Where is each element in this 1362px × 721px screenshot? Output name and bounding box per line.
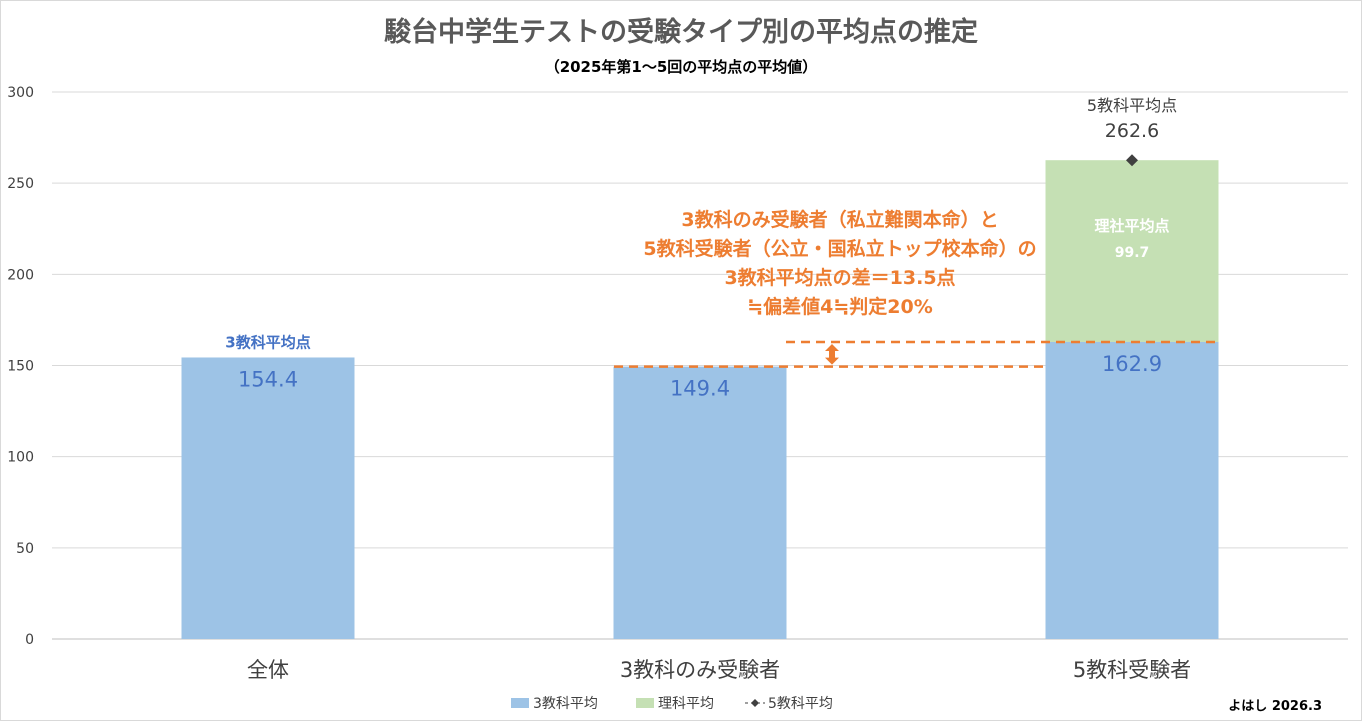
data-label: 99.7 — [1115, 245, 1150, 261]
y-tick-label: 250 — [7, 176, 34, 192]
legend-swatch — [636, 698, 654, 708]
y-tick-label: 100 — [7, 450, 34, 466]
x-tick-label: 全体 — [247, 658, 289, 682]
bar-label: 理社平均点 — [1094, 217, 1169, 235]
annotation-line: 3教科平均点の差＝13.5点 — [724, 267, 956, 289]
x-tick-label: 5教科受験者 — [1073, 658, 1191, 682]
y-tick-label: 150 — [7, 359, 34, 375]
legend-label: 5教科平均 — [768, 696, 833, 712]
y-tick-label: 300 — [7, 85, 34, 101]
y-tick-label: 50 — [16, 541, 34, 557]
bar-3kyoka — [613, 366, 787, 639]
x-tick-label: 3教科のみ受験者 — [620, 658, 780, 682]
annotation-line: ≒偏差値4≒判定20% — [747, 296, 933, 318]
legend-label: 理科平均 — [658, 696, 714, 712]
y-tick-label: 200 — [7, 267, 34, 283]
legend-swatch — [511, 698, 529, 708]
diff-arrow — [825, 343, 839, 365]
data-label: 149.4 — [670, 377, 730, 401]
data-label: 162.9 — [1102, 352, 1162, 376]
total-label: 5教科平均点 — [1087, 96, 1177, 115]
data-label: 262.6 — [1105, 120, 1159, 142]
total-marker — [1126, 154, 1138, 167]
chart-title: 駿台中学生テストの受験タイプ別の平均点の推定 — [384, 17, 978, 48]
bar-label: 3教科平均点 — [225, 333, 310, 351]
bar-3kyoka — [181, 357, 355, 639]
bar-3kyoka — [1045, 341, 1219, 639]
annotation-line: 3教科のみ受験者（私立難関本命）と — [681, 209, 999, 231]
legend-swatch — [751, 699, 759, 707]
chart-subtitle: （2025年第1～5回の平均点の平均値） — [544, 58, 818, 76]
y-tick-label: 0 — [25, 632, 34, 648]
annotation-line: 5教科受験者（公立・国私立トップ校本命）の — [643, 238, 1037, 260]
data-label: 154.4 — [238, 367, 298, 391]
legend-label: 3教科平均 — [533, 696, 598, 712]
bar-risha — [1045, 160, 1219, 342]
author-credit: よはし 2026.3 — [1228, 699, 1322, 714]
difference-annotation: 3教科のみ受験者（私立難関本命）と 5教科受験者（公立・国私立トップ校本命）の … — [560, 206, 1120, 322]
